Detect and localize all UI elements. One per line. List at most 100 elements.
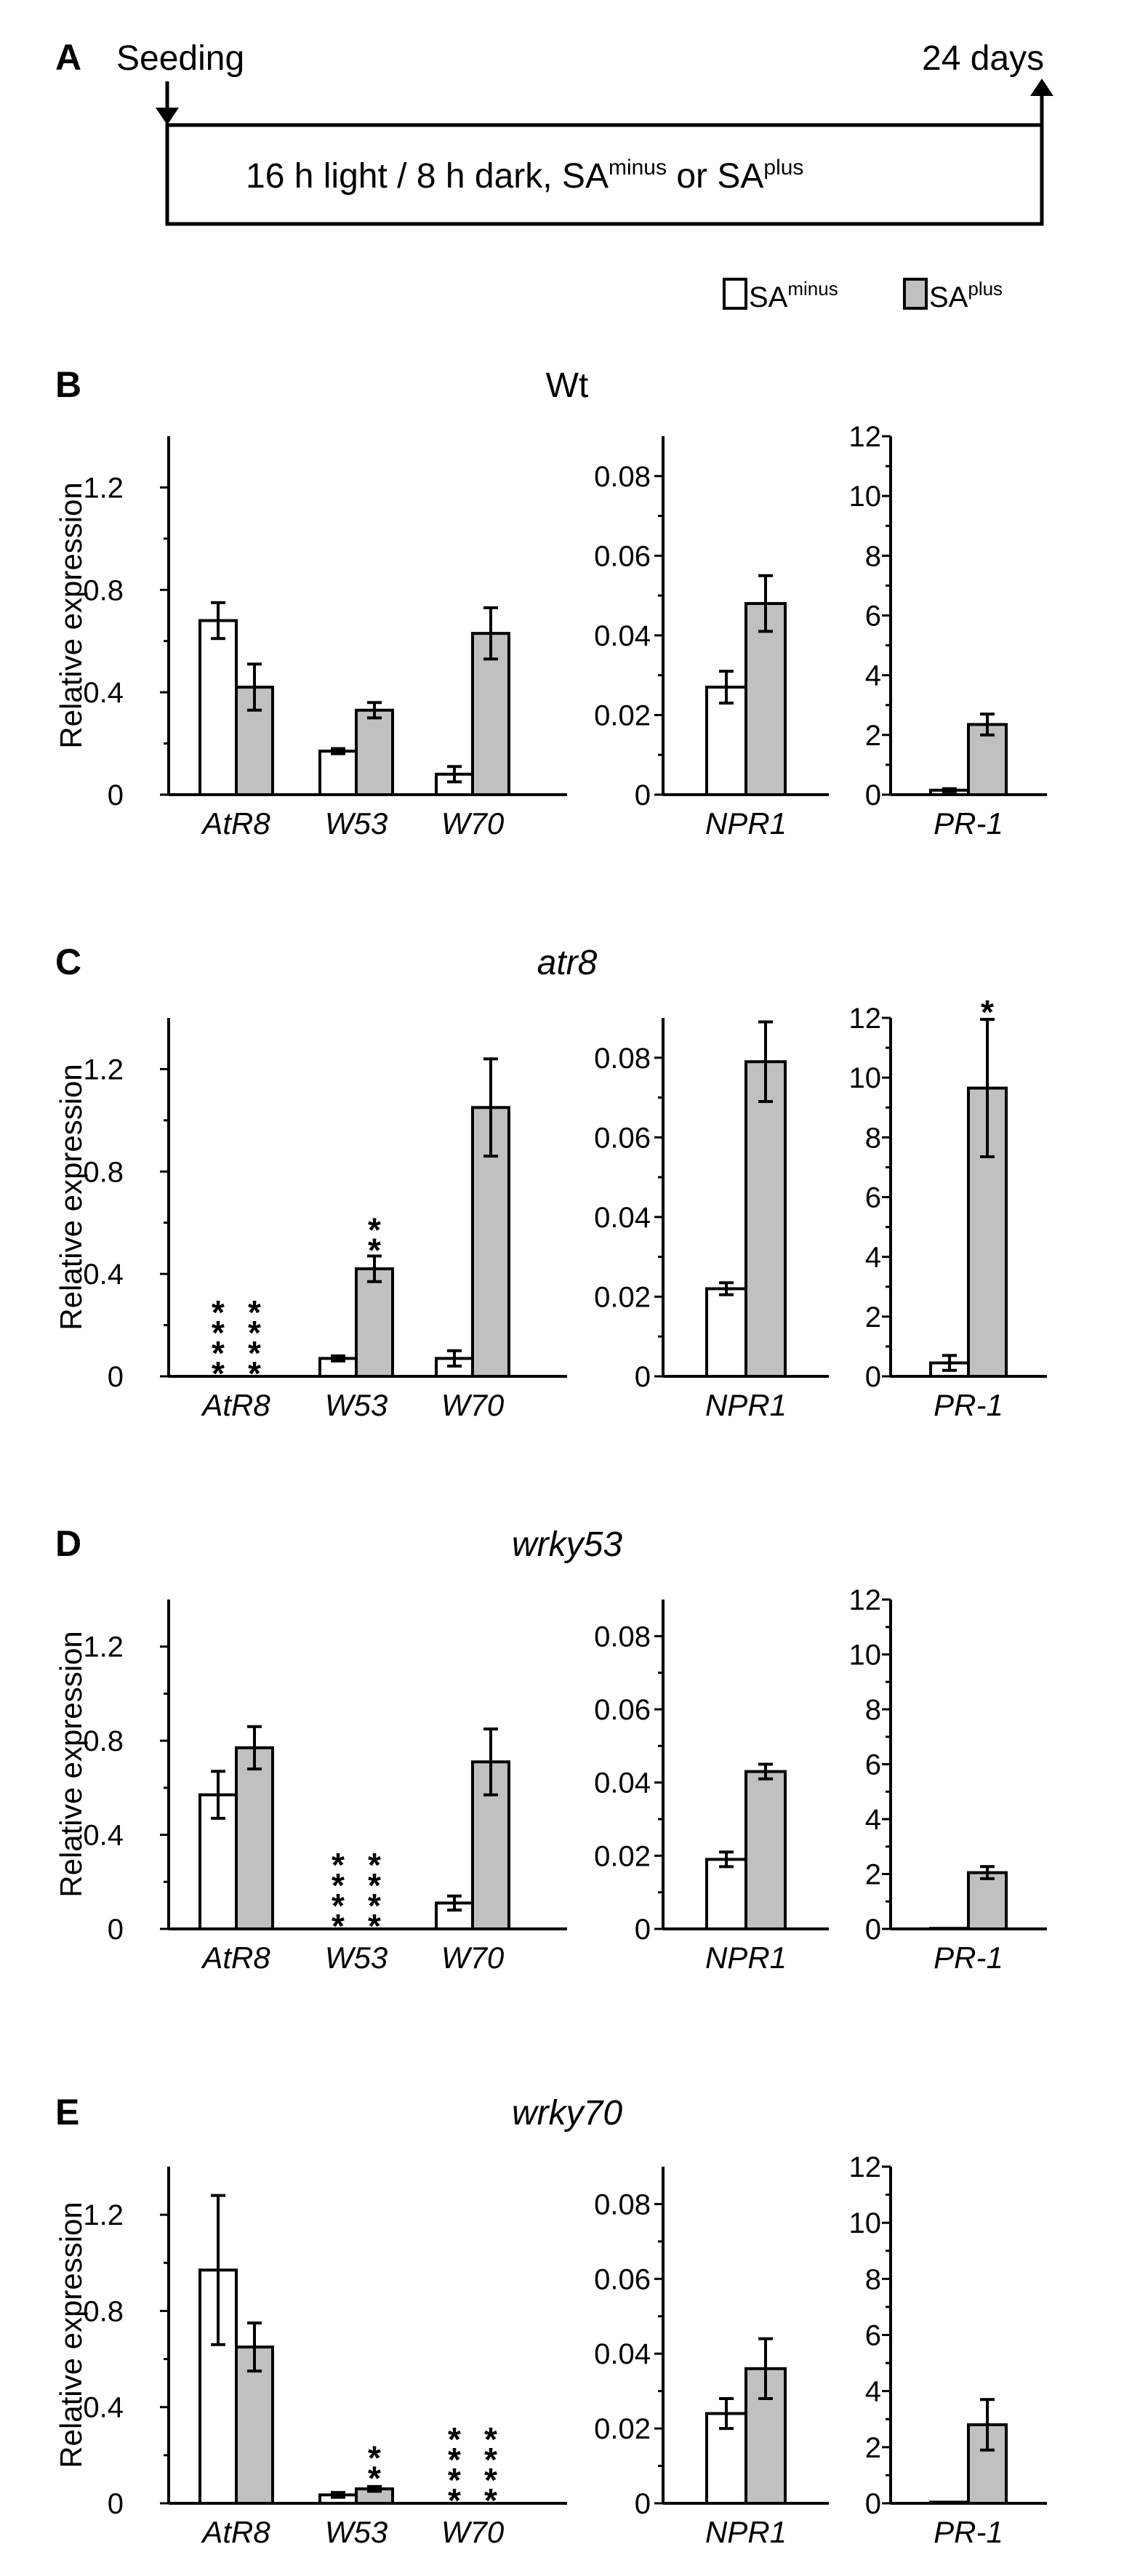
x-category-label: PR-1 (934, 1388, 1003, 1422)
y-tick-label: 1.2 (83, 2199, 124, 2231)
significance-star: * (212, 1355, 225, 1392)
significance-star: * (332, 1866, 345, 1904)
bar-saplus-npr1 (744, 602, 787, 796)
growth-condition-text: 16 h light / 8 h dark, SAminus or SAplus (246, 156, 803, 196)
y-tick-label: 0.4 (83, 1820, 124, 1852)
y-tick-label: 0 (108, 779, 124, 811)
x-category-label: NPR1 (705, 1388, 787, 1422)
y-tick-label: 0.06 (594, 2263, 651, 2295)
subplot-npr1: 0 0.02 0.04 0.06 0.08 NPR1 (594, 1018, 829, 1422)
x-category-label: AtR8 (200, 2515, 270, 2549)
condition-main: 16 h light / 8 h dark, SA (246, 157, 609, 196)
bar-saplus-atr8 (235, 686, 274, 796)
y-axis-label: Relative expression (54, 1631, 88, 1898)
y-tick-label: 1.2 (83, 472, 124, 504)
timeline-panel: A Seeding 24 days 16 h light / 8 h dark,… (55, 37, 1053, 226)
y-tick-label: 0.08 (594, 2188, 651, 2220)
y-tick-label: 0.02 (594, 1281, 651, 1313)
y-tick-label: 2 (865, 1301, 881, 1333)
subplot-pr-1: 0 2 4 6 8 10 12 PR-1 (849, 2151, 1047, 2549)
subplot-pr-1: 0 2 4 6 8 10 12 PR-1 (849, 421, 1047, 840)
bar-saminus-npr1 (705, 1287, 747, 1378)
x-category-label: NPR1 (705, 2515, 787, 2549)
y-tick-label: 6 (865, 2320, 881, 2352)
significance-star: * (248, 1314, 261, 1352)
y-tick-label: 0.08 (594, 461, 651, 493)
y-tick-label: 0 (865, 1914, 881, 1946)
subplot-npr1: 0 0.02 0.04 0.06 0.08 NPR1 (594, 2167, 829, 2549)
y-tick-label: 10 (849, 481, 882, 513)
bar-saplus-w53 (355, 1267, 394, 1378)
significance-star: * (212, 1314, 225, 1352)
y-tick-label: 0 (635, 1361, 651, 1393)
significance-star: * (484, 2420, 497, 2458)
y-tick-label: 0.8 (83, 1725, 124, 1757)
x-category-label: PR-1 (934, 2515, 1003, 2549)
significance-star: * (212, 1293, 225, 1331)
y-tick-label: 1.2 (83, 1054, 124, 1086)
significance-star: * (448, 2441, 461, 2479)
significance-star: * (368, 1907, 381, 1945)
y-tick-label: 8 (865, 2263, 881, 2295)
legend-minus-sup: minus (787, 278, 838, 300)
subplot-atr8-w53-w70: 0 0.4 0.8 1.2 AtR8 W53 W70 (83, 436, 567, 840)
condition-sup-minus: minus (609, 156, 667, 180)
panel-label-d: D (55, 1523, 81, 1564)
x-category-label: NPR1 (705, 806, 787, 840)
seeding-label: Seeding (116, 39, 244, 78)
significance-star: * (368, 1887, 381, 1925)
significance-star: * (981, 993, 994, 1031)
y-tick-label: 0.08 (594, 1621, 651, 1653)
y-tick-label: 4 (865, 2376, 881, 2408)
y-tick-label: 2 (865, 2432, 881, 2464)
legend-swatch-minus (723, 278, 747, 310)
legend-plus-sup: plus (968, 278, 1003, 300)
y-tick-label: 0 (865, 2488, 881, 2520)
significance-star: * (368, 2439, 381, 2477)
panel-label-c: C (55, 942, 81, 982)
bar-saplus-npr1 (744, 1060, 787, 1379)
y-tick-label: 0 (635, 1914, 651, 1946)
y-tick-label: 0.4 (83, 1259, 124, 1291)
bar-saplus-w53 (355, 708, 394, 796)
panel-title: atr8 (537, 944, 598, 982)
x-category-label: W70 (441, 2515, 505, 2549)
y-tick-label: 8 (865, 1694, 881, 1726)
legend-label-plus: SAplus (929, 278, 1003, 313)
significance-star: * (332, 1887, 345, 1925)
chart-panels: B Wt Relative expression 0 0.4 0.8 1.2 AtR8 W53 W… (54, 364, 1047, 2549)
x-category-label: W70 (441, 806, 505, 840)
significance-star: * (368, 2460, 381, 2497)
condition-mid: or SA (667, 157, 763, 196)
x-category-label: PR-1 (934, 806, 1003, 840)
y-tick-label: 0.06 (594, 1694, 651, 1726)
bar-saminus-w53 (318, 750, 358, 797)
x-category-label: AtR8 (200, 1388, 270, 1422)
y-axis-label: Relative expression (54, 2202, 88, 2468)
y-tick-label: 4 (865, 660, 881, 692)
panel-title: Wt (546, 366, 589, 405)
significance-star: * (248, 1334, 261, 1372)
y-tick-label: 1.2 (83, 1632, 124, 1664)
legend-label-minus: SAminus (749, 278, 838, 313)
panel-label-b: B (55, 364, 81, 405)
y-axis-label: Relative expression (54, 482, 88, 749)
x-category-label: W53 (325, 806, 388, 840)
x-category-label: W70 (441, 1388, 505, 1422)
y-tick-label: 0 (108, 2488, 124, 2520)
significance-star: * (484, 2461, 497, 2499)
y-tick-label: 0.8 (83, 1156, 124, 1188)
subplot-npr1: 0 0.02 0.04 0.06 0.08 NPR1 (594, 1600, 829, 1975)
y-tick-label: 2 (865, 720, 881, 752)
subplot-pr-1: 0 2 4 6 8 10 12 PR-1 (849, 1584, 1047, 1975)
significance-star: * (448, 2481, 461, 2519)
x-category-label: W70 (441, 1941, 505, 1975)
significance-star: * (368, 1231, 381, 1269)
bar-saplus-npr1 (744, 1770, 787, 1930)
significance-star: * (248, 1293, 261, 1331)
x-category-label: AtR8 (200, 1941, 270, 1975)
